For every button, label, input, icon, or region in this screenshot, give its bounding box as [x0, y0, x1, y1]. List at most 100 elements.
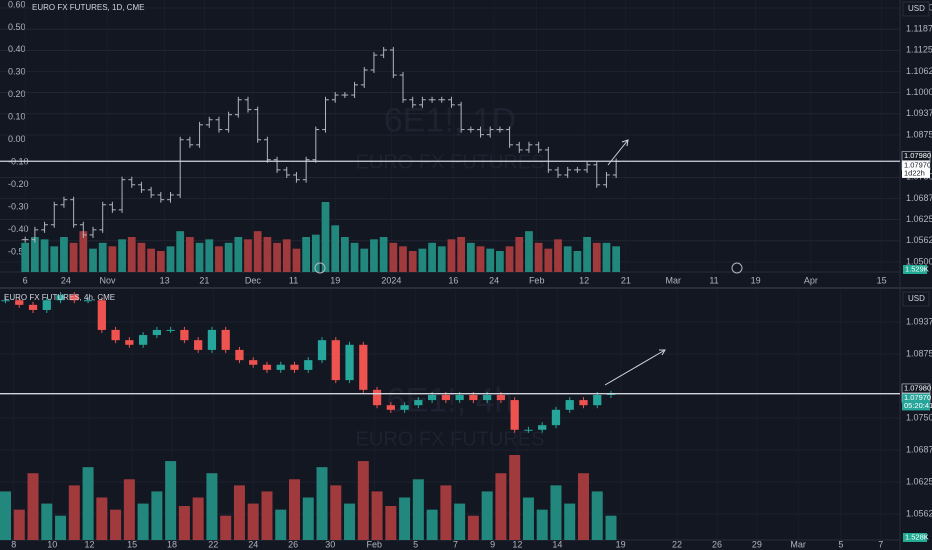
volume-bar: [253, 231, 262, 272]
candle-body: [606, 393, 616, 395]
volume-bar: [55, 515, 67, 540]
y-tick-label: 1.05625: [906, 235, 932, 245]
volume-bar: [428, 242, 436, 272]
volume-bar: [408, 251, 417, 272]
volume-bar: [156, 251, 165, 272]
volume-bar: [331, 225, 340, 272]
volume-bar: [82, 467, 94, 540]
volume-bar: [440, 485, 452, 540]
currency: USD: [908, 294, 925, 303]
volume-bar: [371, 491, 383, 540]
symbol-title: EURO FX FUTURES, 4h, CME: [4, 293, 115, 302]
x-tick-label: 8: [11, 539, 16, 549]
ohlc-bar: [583, 161, 591, 173]
arrow-head: [621, 139, 629, 147]
scroll-button[interactable]: [314, 262, 326, 274]
volume-bar: [515, 237, 524, 272]
candle-body: [304, 360, 313, 370]
volume-bar: [137, 242, 146, 272]
ohlc-bar: [21, 236, 29, 243]
candle-body: [386, 405, 395, 410]
ohlc-bar: [525, 141, 533, 153]
volume-bar: [522, 497, 534, 540]
ohlc-bar: [99, 201, 107, 233]
candle-body: [138, 335, 148, 345]
y-tick-label: 1.10000: [906, 87, 932, 97]
volume-bar: [344, 503, 356, 540]
volume-bar: [233, 485, 245, 540]
y2-tick-label: 0.20: [8, 89, 26, 99]
ohlc-bar: [593, 161, 601, 188]
candle-body: [194, 340, 203, 350]
volume-bar: [31, 237, 39, 272]
volume-bar: [292, 248, 301, 272]
x-tick-label: 29: [752, 539, 762, 549]
currency-box: [902, 1, 930, 17]
x-tick-label: 5: [838, 539, 843, 549]
volume-bar: [151, 491, 163, 540]
ohlc-bar: [196, 121, 203, 148]
y-tick-label: 1.11875: [906, 24, 932, 34]
volume-bar: [316, 467, 328, 540]
candle-body: [207, 329, 217, 350]
volume-bar: [195, 242, 204, 272]
ohlc-bar: [157, 191, 165, 203]
volume-bar: [534, 242, 543, 272]
candle-body: [524, 429, 533, 431]
countdown-box: [902, 168, 930, 178]
volume-bar: [275, 509, 287, 540]
ohlc-bar: [215, 116, 223, 133]
candle-body: [42, 300, 51, 310]
x-tick-label: 21: [621, 275, 631, 285]
ohlc-bar: [167, 191, 174, 203]
x-tick-label: 12: [84, 539, 94, 549]
volume-bar: [244, 239, 252, 272]
candle-body: [483, 394, 492, 401]
price-label: 1.07970: [904, 160, 931, 169]
volume-bar: [550, 485, 562, 540]
y-tick-label: 1.06250: [906, 476, 932, 486]
candle-body: [111, 329, 120, 341]
x-tick-label: 22: [208, 539, 218, 549]
ohlc-bar: [273, 156, 281, 173]
ohlc-bar: [477, 126, 484, 138]
currency-box: [902, 291, 930, 307]
x-tick-label: Dec: [245, 275, 262, 285]
volume-bar: [247, 503, 259, 540]
currency: USD: [908, 4, 925, 13]
y-tick-label: 1.08750: [906, 129, 932, 139]
x-tick-label: Mar: [790, 539, 806, 549]
ohlc-bar: [70, 196, 78, 228]
candle-body: [152, 329, 162, 336]
symbol-title: EURO FX FUTURES, 1D, CME: [32, 3, 144, 12]
scroll-button[interactable]: [731, 262, 743, 274]
ohlc-bar: [341, 92, 349, 99]
ohlc-bar: [467, 126, 475, 133]
volume-bar: [205, 239, 214, 272]
volume-bar: [426, 509, 438, 540]
x-tick-label: 26: [712, 539, 722, 549]
candle-body: [317, 340, 327, 361]
ohlc-bar: [312, 126, 320, 163]
ohlc-bar: [225, 111, 233, 133]
ohlc-bar: [506, 126, 513, 148]
volume-label-box: [903, 265, 927, 274]
x-tick-label: Apr: [804, 275, 818, 285]
volume-bar: [178, 506, 190, 540]
volume-bar: [321, 202, 330, 272]
volume-bar: [206, 473, 218, 540]
x-tick-label: 19: [330, 275, 340, 285]
volume-bar: [69, 242, 78, 272]
volume-bar: [27, 473, 39, 540]
volume-bar: [496, 251, 504, 272]
x-tick-label: 6: [23, 275, 28, 285]
ohlc-bar: [380, 46, 388, 59]
countdown-box: [902, 401, 930, 411]
ohlc-bar: [293, 171, 300, 183]
volume-bar: [399, 497, 411, 540]
volume-bar: [418, 248, 427, 272]
volume-bar: [224, 242, 233, 272]
ohlc-bar: [554, 166, 562, 178]
